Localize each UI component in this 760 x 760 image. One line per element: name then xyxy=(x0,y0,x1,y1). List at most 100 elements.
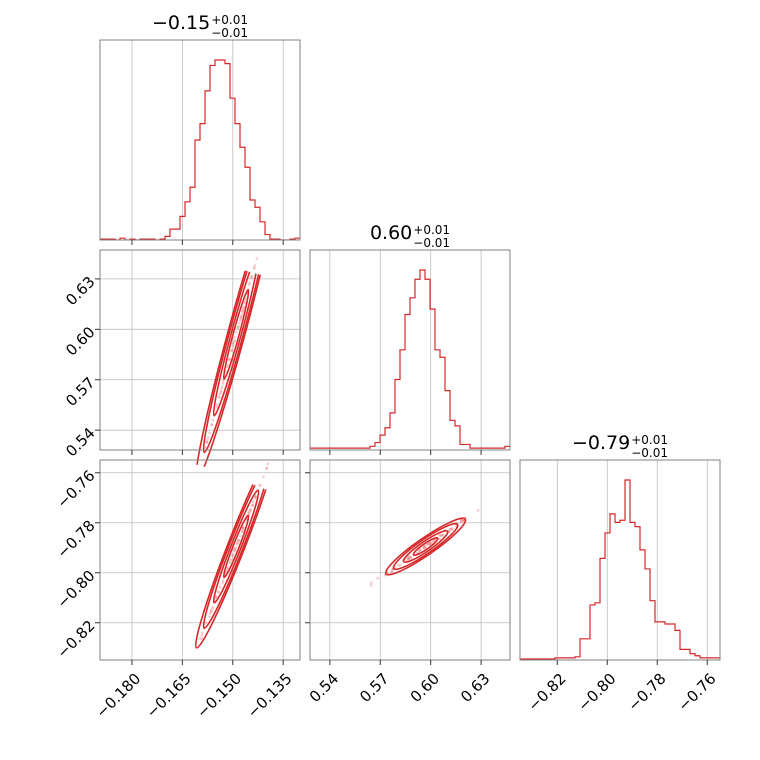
scatter-point xyxy=(228,561,232,565)
scatter-point xyxy=(407,557,410,561)
scatter-point xyxy=(230,558,233,561)
scatter-point xyxy=(376,576,380,580)
scatter-point xyxy=(233,549,237,552)
scatter-point xyxy=(242,526,245,530)
scatter-point xyxy=(205,440,208,444)
scatter-point xyxy=(237,321,241,325)
x-tick-label-p0-2: −0.150 xyxy=(193,670,245,722)
scatter-point xyxy=(451,527,454,530)
scatter-point xyxy=(427,542,430,546)
scatter-point xyxy=(241,310,245,314)
scatter-point xyxy=(237,539,241,542)
scatter-point xyxy=(228,357,232,360)
scatter-points xyxy=(369,509,480,587)
scatter-point xyxy=(228,358,231,362)
panel-r1-c0: 0.54 0.57 0.60 0.63 xyxy=(62,108,301,485)
scatter-point xyxy=(253,264,256,267)
scatter-point xyxy=(239,315,243,319)
x-tick-label-p2-1: −0.80 xyxy=(574,670,619,715)
scatter-point xyxy=(211,605,214,609)
histogram-2 xyxy=(520,479,720,660)
scatter-point xyxy=(250,274,253,278)
scatter-point xyxy=(236,541,240,544)
scatter-point xyxy=(248,510,251,514)
x-tick-label-p1-3: 0.63 xyxy=(457,670,493,706)
scatter-point xyxy=(195,482,198,485)
scatter-point xyxy=(241,529,244,533)
scatter-point xyxy=(234,546,238,549)
scatter-point xyxy=(251,503,254,507)
scatter-point xyxy=(390,570,394,573)
scatter-point xyxy=(262,234,265,237)
scatter-point xyxy=(296,108,299,111)
scatter-point xyxy=(218,585,222,589)
x-tick-label-p1-2: 0.60 xyxy=(407,670,443,706)
scatter-point xyxy=(233,547,236,550)
scatter-point xyxy=(215,405,219,409)
scatter-point xyxy=(429,541,432,545)
scatter-point xyxy=(231,344,235,348)
scatter-point xyxy=(217,590,220,594)
panel-title-minus-1: −0.01 xyxy=(413,236,450,250)
scatter-point xyxy=(242,305,246,309)
scatter-point xyxy=(441,534,444,538)
panel-frame xyxy=(309,459,511,661)
scatter-point xyxy=(219,391,222,394)
x-tick-label-p1-0: 0.54 xyxy=(306,670,342,706)
scatter-point xyxy=(233,339,237,342)
scatter-point xyxy=(429,542,433,546)
scatter-point xyxy=(440,533,443,537)
scatter-point xyxy=(254,495,258,499)
x-tick-label-p0-1: −0.165 xyxy=(143,670,195,722)
scatter-point xyxy=(265,466,269,470)
scatter-point xyxy=(426,542,430,546)
scatter-point xyxy=(369,583,373,587)
scatter-point xyxy=(418,548,421,552)
scatter-point xyxy=(225,365,229,369)
scatter-point xyxy=(240,312,244,316)
scatter-point xyxy=(218,396,221,399)
scatter-point xyxy=(418,549,422,552)
scatter-point xyxy=(442,533,445,537)
scatter-point xyxy=(214,595,218,599)
scatter-point xyxy=(438,534,442,538)
scatter-point xyxy=(252,266,256,270)
scatter-point xyxy=(231,341,235,345)
panel-title-plus-1: +0.01 xyxy=(413,223,450,237)
scatter-point xyxy=(432,539,435,542)
contour-level-0 xyxy=(412,536,439,557)
scatter-point xyxy=(418,548,422,552)
scatter-point xyxy=(224,570,228,574)
scatter-point xyxy=(239,315,243,319)
panel-title-1: 0.60 xyxy=(370,222,412,244)
x-tick-label-p2-2: −0.78 xyxy=(624,670,669,715)
scatter-point xyxy=(226,363,230,367)
scatter-point xyxy=(397,564,400,567)
scatter-point xyxy=(428,543,431,546)
scatter-point xyxy=(250,504,254,508)
y-tick-label-p1-0: 0.54 xyxy=(62,424,98,460)
scatter-point xyxy=(423,545,427,549)
scatter-point xyxy=(244,297,247,301)
scatter-point xyxy=(208,612,212,615)
contour-level-2 xyxy=(392,522,459,571)
x-tick-label-p0-3: −0.135 xyxy=(244,670,296,722)
scatter-point xyxy=(241,528,245,532)
scatter-point xyxy=(237,538,240,542)
scatter-point xyxy=(418,547,422,551)
y-tick-label-p2-1: −0.80 xyxy=(53,567,98,612)
scatter-point xyxy=(249,508,252,511)
scatter-point xyxy=(239,317,243,321)
x-tick-label-p2-3: −0.76 xyxy=(674,670,719,715)
scatter-point xyxy=(243,301,246,305)
panel-title-0: −0.15 xyxy=(152,12,210,34)
scatter-point xyxy=(236,326,239,329)
scatter-point xyxy=(241,526,245,529)
scatter-point xyxy=(450,528,454,531)
scatter-point xyxy=(214,595,218,599)
contour-level-3 xyxy=(384,517,467,576)
scatter-point xyxy=(233,549,236,552)
scatter-point xyxy=(449,527,453,531)
scatter-point xyxy=(231,554,234,558)
